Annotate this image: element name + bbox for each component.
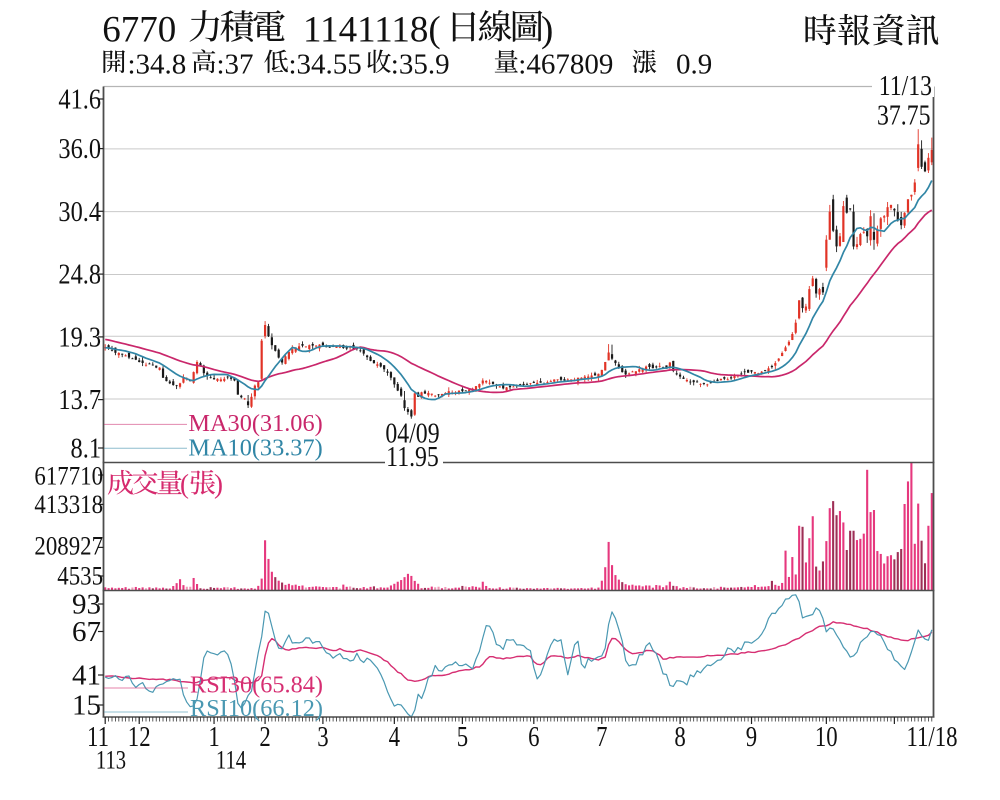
svg-text:6770: 6770 [102,10,176,51]
svg-text:4535: 4535 [57,562,103,591]
svg-text:11: 11 [87,721,109,753]
svg-text:11/13: 11/13 [879,70,932,101]
svg-text:10: 10 [815,721,838,753]
svg-text:(: ( [180,469,189,499]
svg-text:93: 93 [72,589,101,621]
svg-text:6: 6 [528,721,539,753]
svg-text:7: 7 [596,721,607,753]
svg-text:): ) [541,10,553,51]
svg-text:1: 1 [208,721,219,753]
svg-text:MA10(33.37): MA10(33.37) [188,434,322,461]
svg-text:5: 5 [457,721,468,753]
svg-text:208927: 208927 [34,532,103,561]
svg-text:13.7: 13.7 [58,383,101,415]
svg-text::35.9: :35.9 [391,48,450,80]
svg-text::34.8: :34.8 [128,48,187,80]
svg-text:8: 8 [674,721,685,753]
svg-text:413318: 413318 [34,491,103,520]
svg-text:2: 2 [259,721,270,753]
svg-text:67: 67 [72,616,101,648]
svg-text:3: 3 [317,721,328,753]
svg-text:114: 114 [216,746,246,775]
svg-text:37.75: 37.75 [877,100,931,131]
svg-text:36.0: 36.0 [58,132,101,164]
svg-text:11/18: 11/18 [906,721,957,753]
svg-text:RSI10(66.12): RSI10(66.12) [190,695,323,722]
svg-text:12: 12 [128,721,151,753]
svg-text:8.1: 8.1 [71,432,101,464]
svg-text:11.95: 11.95 [386,441,439,472]
svg-text:1141118(: 1141118( [303,10,441,51]
svg-text::37: :37 [217,48,254,80]
svg-text::34.55: :34.55 [289,48,362,80]
svg-text:RSI30(65.84): RSI30(65.84) [190,672,323,699]
svg-text:9: 9 [746,721,757,753]
svg-text:113: 113 [96,746,126,775]
svg-text:30.4: 30.4 [58,195,101,227]
svg-text:617710: 617710 [34,462,103,491]
svg-text:MA30(31.06): MA30(31.06) [188,410,322,437]
svg-text:15: 15 [72,690,101,722]
svg-text:24.8: 24.8 [58,258,101,290]
svg-text:19.3: 19.3 [58,320,101,352]
svg-text:41: 41 [72,660,101,692]
svg-text:): ) [214,469,223,499]
svg-text:04/09: 04/09 [385,418,439,449]
svg-text:4: 4 [389,721,400,753]
svg-text::467809: :467809 [518,48,613,80]
svg-text:0.9: 0.9 [676,48,712,80]
svg-text:41.6: 41.6 [58,83,101,115]
